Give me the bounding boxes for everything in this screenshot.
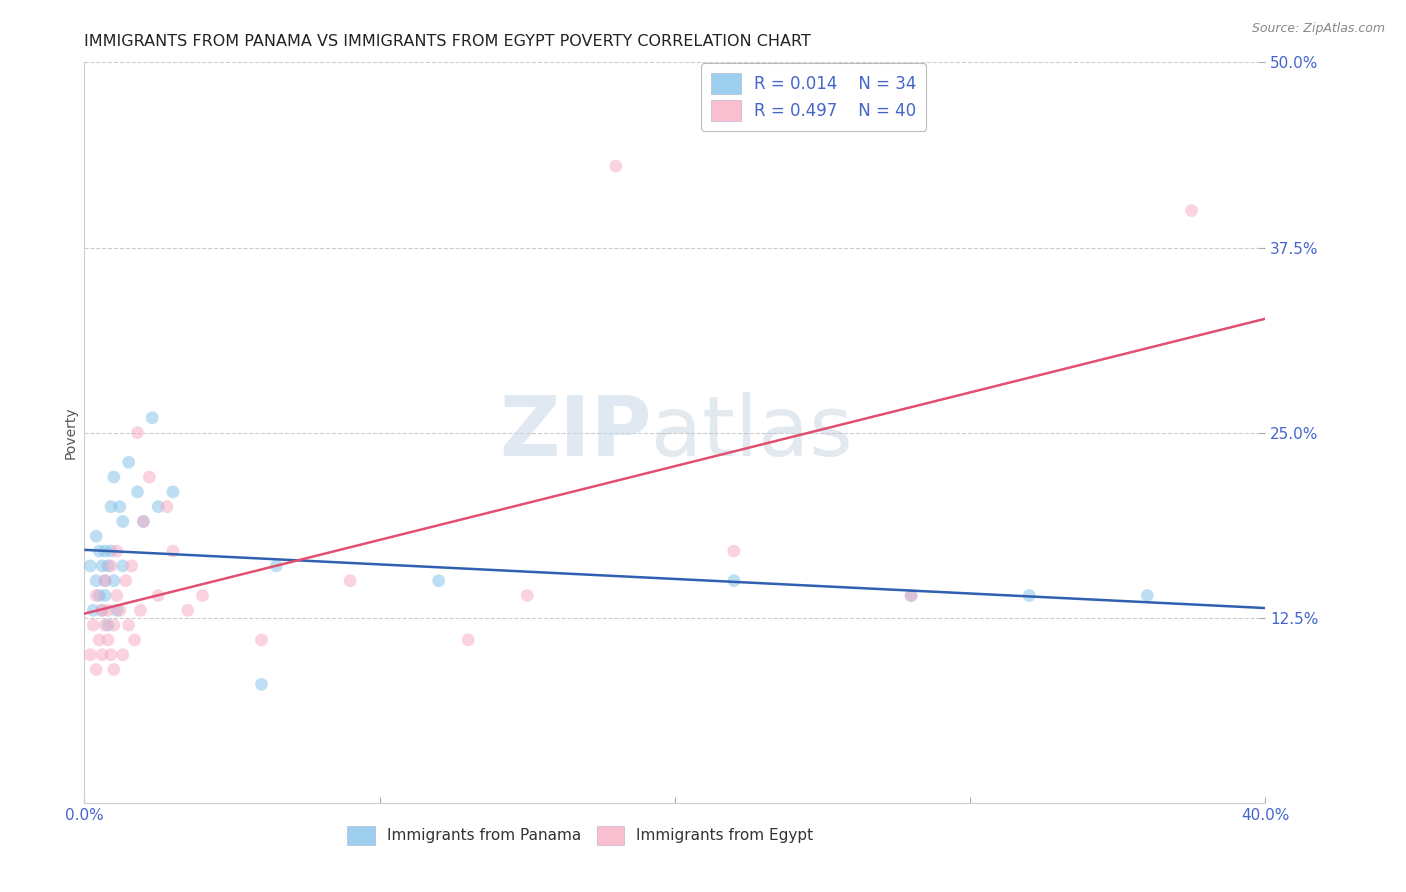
Point [162,484,184,499]
Point [605,159,627,173]
Point [127,425,149,440]
Point [516,589,538,603]
Point [127,484,149,499]
Point [105,603,128,617]
Point [108,500,131,514]
Point [132,515,155,529]
Point [1018,589,1040,603]
Point [138,470,160,484]
Point [94,574,117,588]
Point [723,574,745,588]
Point [105,589,128,603]
Point [250,677,273,691]
Point [129,603,152,617]
Point [91,603,114,617]
Point [97,603,120,617]
Point [118,455,141,469]
Point [1181,203,1204,218]
Point [100,500,122,514]
Point [121,558,143,573]
Point [124,632,146,647]
Point [103,663,125,677]
Point [177,603,200,617]
Text: atlas: atlas [651,392,853,473]
Point [94,574,117,588]
Legend: Immigrants from Panama, Immigrants from Egypt: Immigrants from Panama, Immigrants from … [342,820,820,851]
Point [427,574,450,588]
Point [457,632,479,647]
Point [97,618,120,632]
Point [111,558,134,573]
Point [900,589,922,603]
Y-axis label: Poverty: Poverty [63,407,77,458]
Point [94,544,117,558]
Text: IMMIGRANTS FROM PANAMA VS IMMIGRANTS FROM EGYPT POVERTY CORRELATION CHART: IMMIGRANTS FROM PANAMA VS IMMIGRANTS FRO… [84,34,811,49]
Point [97,632,120,647]
Text: ZIP: ZIP [499,392,651,473]
Point [79,648,101,662]
Point [91,648,114,662]
Point [87,632,111,647]
Point [103,618,125,632]
Point [900,589,922,603]
Point [111,515,134,529]
Point [114,574,136,588]
Point [82,618,104,632]
Point [103,470,125,484]
Point [148,589,170,603]
Point [339,574,361,588]
Point [148,500,170,514]
Point [91,558,114,573]
Text: Source: ZipAtlas.com: Source: ZipAtlas.com [1251,22,1385,36]
Point [79,558,101,573]
Point [162,544,184,558]
Point [91,603,114,617]
Point [156,500,179,514]
Point [723,544,745,558]
Point [266,558,288,573]
Point [94,589,117,603]
Point [100,558,122,573]
Point [97,558,120,573]
Point [250,632,273,647]
Point [84,589,107,603]
Point [111,648,134,662]
Point [100,544,122,558]
Point [108,603,131,617]
Point [84,663,107,677]
Point [118,618,141,632]
Point [87,544,111,558]
Point [82,603,104,617]
Point [84,574,107,588]
Point [141,410,163,425]
Point [105,544,128,558]
Point [103,574,125,588]
Point [94,618,117,632]
Point [87,589,111,603]
Point [1136,589,1159,603]
Point [191,589,214,603]
Point [100,648,122,662]
Point [84,529,107,543]
Point [132,515,155,529]
